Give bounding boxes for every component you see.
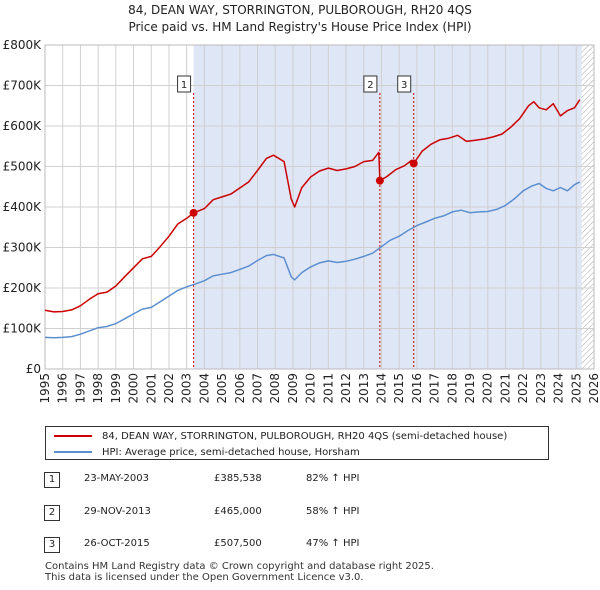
x-tick-label: 2023 — [534, 373, 548, 404]
x-tick-label: 2004 — [197, 373, 211, 404]
sale-price: £385,538 — [214, 473, 262, 484]
x-tick-label: 2021 — [498, 373, 512, 404]
x-tick-label: 2013 — [357, 373, 371, 404]
x-tick-label: 1997 — [73, 373, 87, 404]
x-tick-label: 2002 — [162, 373, 176, 404]
footer: Contains HM Land Registry data © Crown c… — [45, 561, 434, 583]
x-tick-label: 2000 — [127, 373, 141, 404]
sale-badge: 2 — [44, 505, 60, 521]
table-row: 2 29-NOV-2013 £465,000 58% ↑ HPI — [44, 503, 564, 523]
legend-swatch-property — [54, 435, 92, 437]
x-tick-label: 2006 — [233, 373, 247, 404]
legend-swatch-hpi — [54, 451, 92, 453]
x-tick-label: 2010 — [304, 373, 318, 404]
sale-price: £465,000 — [214, 506, 262, 517]
price-chart: £0 £100K £200K £300K £400K £500K £600K £700K £80… — [3, 38, 600, 404]
y-tick-label: £0 — [26, 362, 41, 376]
sale-hpi-change: 58% ↑ HPI — [306, 506, 360, 517]
y-tick-label: £100K — [3, 322, 43, 336]
chart-title-line1: 84, DEAN WAY, STORRINGTON, PULBOROUGH, R… — [128, 3, 472, 17]
x-tick-label: 1999 — [109, 373, 123, 404]
x-tick-label: 2019 — [463, 373, 477, 404]
x-tick-label: 2016 — [410, 373, 424, 404]
x-tick-label: 1996 — [56, 373, 70, 404]
x-tick-label: 2003 — [180, 373, 194, 404]
x-tick-label: 2014 — [374, 373, 388, 404]
sale-badge: 3 — [44, 537, 60, 553]
x-tick-label: 2026 — [587, 373, 600, 404]
y-tick-label: £800K — [3, 38, 43, 52]
sale-date: 23-MAY-2003 — [84, 473, 150, 484]
sale-number-box — [397, 75, 412, 93]
sale-date: 26-OCT-2015 — [84, 538, 150, 549]
table-row: 3 26-OCT-2015 £507,500 47% ↑ HPI — [44, 535, 564, 555]
plot-border — [44, 44, 595, 370]
y-tick-label: £200K — [3, 281, 43, 295]
sale-point — [375, 176, 384, 185]
legend-label-property: 84, DEAN WAY, STORRINGTON, PULBOROUGH, R… — [102, 430, 508, 442]
y-tick-label: £500K — [3, 160, 43, 174]
sale-number-box — [177, 75, 192, 93]
y-tick-label: £400K — [3, 200, 43, 214]
x-tick-label: 2009 — [286, 373, 300, 404]
x-tick-label: 2007 — [251, 373, 265, 404]
x-tick-label: 2018 — [445, 373, 459, 404]
x-tick-label: 2025 — [569, 373, 583, 404]
sale-hpi-change: 47% ↑ HPI — [306, 538, 360, 549]
table-row: 1 23-MAY-2003 £385,538 82% ↑ HPI — [44, 470, 564, 490]
y-tick-label: £700K — [3, 79, 43, 93]
footer-copyright: Contains HM Land Registry data © Crown c… — [45, 561, 434, 572]
y-tick-label: £600K — [3, 119, 43, 133]
x-tick-label: 2012 — [339, 373, 353, 404]
x-tick-label: 2024 — [552, 373, 566, 404]
sale-hpi-change: 82% ↑ HPI — [306, 473, 360, 484]
x-tick-label: 2020 — [481, 373, 495, 404]
x-tick-label: 2011 — [321, 373, 335, 404]
property-price-line — [44, 99, 581, 313]
x-tick-label: 2001 — [144, 373, 158, 404]
sale-badge: 1 — [44, 472, 60, 488]
sale-date: 29-NOV-2013 — [84, 506, 151, 517]
sale-price: £507,500 — [214, 538, 262, 549]
x-tick-label: 2022 — [516, 373, 530, 404]
x-tick-label: 1995 — [38, 373, 52, 404]
chart-subtitle: Price paid vs. HM Land Registry's House … — [128, 20, 472, 34]
chart-title: 84, DEAN WAY, STORRINGTON, PULBOROUGH, R… — [0, 2, 600, 36]
sale-number-box — [363, 75, 378, 93]
x-tick-label: 2015 — [392, 373, 406, 404]
sale-point — [189, 208, 198, 217]
legend-item-property: 84, DEAN WAY, STORRINGTON, PULBOROUGH, R… — [54, 428, 507, 444]
legend-label-hpi: HPI: Average price, semi-detached house,… — [102, 446, 360, 458]
hpi-line — [44, 181, 581, 339]
x-tick-label: 1998 — [91, 373, 105, 404]
x-tick-label: 2005 — [215, 373, 229, 404]
sale-point — [409, 159, 418, 168]
sale-number-label: 3 — [401, 80, 407, 91]
footer-licence: This data is licensed under the Open Gov… — [45, 572, 364, 583]
chart-legend: 84, DEAN WAY, STORRINGTON, PULBOROUGH, R… — [45, 426, 549, 460]
sale-number-label: 2 — [367, 80, 373, 91]
sale-number-label: 1 — [181, 80, 187, 91]
legend-item-hpi: HPI: Average price, semi-detached house,… — [54, 444, 360, 460]
x-tick-label: 2008 — [268, 373, 282, 404]
x-tick-label: 2017 — [428, 373, 442, 404]
y-tick-label: £300K — [3, 241, 43, 255]
